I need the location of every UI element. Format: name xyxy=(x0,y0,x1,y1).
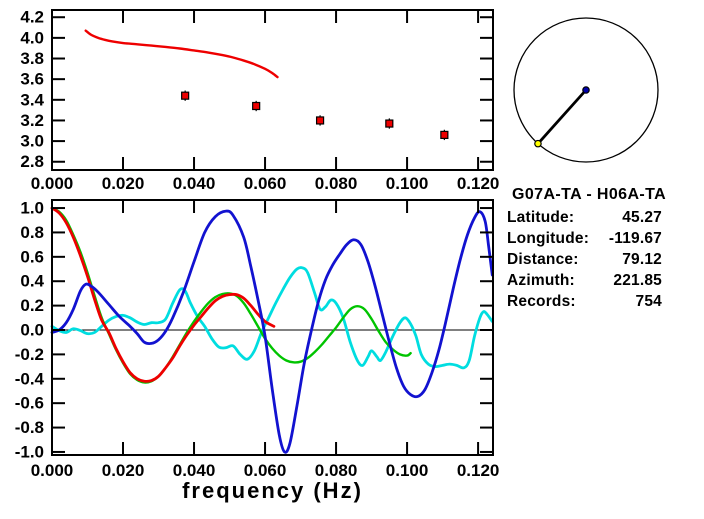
y-tick-label: 4.0 xyxy=(20,28,44,47)
y-tick-label: 0.8 xyxy=(20,223,44,242)
station-center-dot xyxy=(582,86,590,94)
data-point-marker xyxy=(440,130,449,140)
data-point-marker xyxy=(315,116,325,125)
latitude-label: Latitude: xyxy=(507,209,575,226)
series-trace-red xyxy=(50,206,276,383)
y-tick-label: 3.4 xyxy=(20,90,44,109)
dispersion-chart: 0.000 0.020 0.040 0.060 0.080 0.100 0.1202.83.… xyxy=(20,8,499,193)
azimuth-diagram xyxy=(513,17,659,163)
y-tick-label: -0.2 xyxy=(15,345,44,364)
y-tick-label: -0.4 xyxy=(15,369,45,388)
x-axis-title: frequency (Hz) xyxy=(182,478,363,503)
latitude-value: 45.27 xyxy=(622,209,662,226)
azimuth-line xyxy=(536,89,588,145)
y-tick-label: 3.0 xyxy=(20,132,44,151)
x-tick-label: 0.060 xyxy=(244,174,287,193)
series-group-velocity-curve xyxy=(84,29,279,79)
info-row-azimuth: Azimuth: 221.85 xyxy=(506,270,700,291)
y-tick-label: 3.2 xyxy=(20,111,44,130)
plot-frame xyxy=(51,9,494,171)
plot-frame xyxy=(51,199,494,456)
x-tick-label: 0.000 xyxy=(31,461,74,480)
azimuth-value: 221.85 xyxy=(613,272,662,289)
y-tick-label: 0.4 xyxy=(20,272,44,291)
y-tick-label: 0.2 xyxy=(20,296,44,315)
data-point-marker xyxy=(252,101,261,111)
distance-value: 79.12 xyxy=(622,251,662,268)
axis-tick-labels: 0.000 0.020 0.040 0.060 0.080 0.100 0.1202.83.… xyxy=(20,8,499,193)
x-tick-label: 0.080 xyxy=(315,461,358,480)
x-tick-label: 0.020 xyxy=(102,174,145,193)
azimuth-circle xyxy=(513,17,659,163)
x-tick-label: 0.100 xyxy=(386,461,429,480)
longitude-label: Longitude: xyxy=(507,230,590,247)
records-value: 754 xyxy=(635,293,662,310)
x-tick-label: 0.100 xyxy=(386,174,429,193)
y-tick-label: 4.2 xyxy=(20,8,44,27)
series-trace-cyan xyxy=(50,266,494,370)
y-tick-label: 0.6 xyxy=(20,247,44,266)
data-point-marker xyxy=(385,119,394,128)
distance-label: Distance: xyxy=(507,251,579,268)
y-tick-label: 0.0 xyxy=(20,321,44,340)
y-tick-label: 1.0 xyxy=(20,199,44,218)
series-trace-blue xyxy=(50,209,494,454)
y-tick-label: 3.8 xyxy=(20,49,44,68)
x-tick-label: 0.040 xyxy=(173,174,216,193)
axis-tick-labels: 0.000 0.020 0.040 0.060 0.080 0.100 0.120 -1.0 -… xyxy=(15,199,500,480)
azimuth-label: Azimuth: xyxy=(507,272,575,289)
x-tick-label: 0.020 xyxy=(102,461,145,480)
data-point-marker xyxy=(181,91,190,100)
x-tick-label: 0.060 xyxy=(244,461,287,480)
x-tick-label: 0.000 xyxy=(31,174,74,193)
info-row-records: Records: 754 xyxy=(506,291,700,312)
records-label: Records: xyxy=(507,293,576,310)
x-tick-label: 0.120 xyxy=(457,174,500,193)
azimuth-end-dot xyxy=(534,139,542,148)
series-group-velocity-picks xyxy=(181,90,449,141)
correlation-chart: 0.000 0.020 0.040 0.060 0.080 0.100 0.120 -1.0 -… xyxy=(15,199,500,503)
longitude-value: -119.67 xyxy=(608,230,662,247)
x-tick-label: 0.080 xyxy=(315,174,358,193)
info-row-distance: Distance: 79.12 xyxy=(506,249,700,270)
info-row-latitude: Latitude: 45.27 xyxy=(506,207,700,228)
y-tick-label: -0.6 xyxy=(15,394,44,413)
info-row-longitude: Longitude: -119.67 xyxy=(506,228,700,249)
x-tick-label: 0.040 xyxy=(173,461,216,480)
station-pair-info: G07A-TA - H06A-TA Latitude: 45.27 Longit… xyxy=(506,186,700,312)
y-tick-label: 3.6 xyxy=(20,70,44,89)
x-tick-label: 0.120 xyxy=(457,461,500,480)
y-tick-label: 2.8 xyxy=(20,152,44,171)
y-tick-label: -1.0 xyxy=(15,442,44,461)
station-pair-title: G07A-TA - H06A-TA xyxy=(512,186,667,203)
axis-ticks xyxy=(51,10,493,170)
axis-ticks xyxy=(51,200,493,455)
y-tick-label: -0.8 xyxy=(15,418,44,437)
